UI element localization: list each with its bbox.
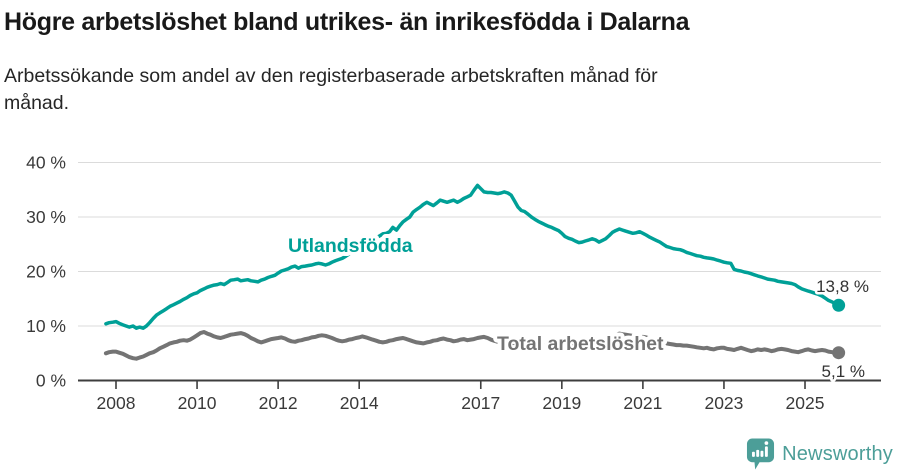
y-tick-label: 20 %: [26, 262, 66, 282]
x-tick-label: 2025: [786, 393, 825, 413]
newsworthy-logo-icon: [747, 438, 775, 470]
y-tick-label: 0 %: [36, 371, 66, 391]
y-tick-label: 30 %: [26, 207, 66, 227]
x-tick-label: 2012: [259, 393, 298, 413]
logo-bars-icon: [752, 441, 769, 457]
x-tick-label: 2014: [340, 393, 379, 413]
brand-name: Newsworthy: [782, 442, 893, 465]
x-tick-label: 2008: [97, 393, 136, 413]
series-label-total-arbetsl-shet: Total arbetslöshet: [497, 333, 664, 355]
page-title: Högre arbetslöshet bland utrikes- än inr…: [4, 8, 690, 36]
x-tick-label: 2010: [178, 393, 217, 413]
newsworthy-logo: Newsworthy: [746, 438, 893, 470]
chart-subtitle: Arbetssökande som andel av den registerb…: [4, 65, 658, 114]
series-line-total-arbetsl-shet: [103, 330, 841, 361]
series-line-utlandsf-dda: [104, 183, 841, 330]
y-tick-label: 10 %: [26, 316, 66, 336]
series-label-utlandsf-dda: Utlandsfödda: [288, 235, 413, 257]
y-tick-label: 40 %: [26, 153, 66, 173]
x-tick-label: 2023: [704, 393, 743, 413]
end-dot-utlandsf-dda: [832, 298, 846, 312]
end-value-label-utlandsf-dda: 13,8 %: [816, 277, 869, 296]
x-tick-label: 2021: [623, 393, 662, 413]
end-value-label-total-arbetsl-shet: 5,1 %: [822, 362, 865, 381]
x-tick-label: 2017: [461, 393, 500, 413]
x-tick-label: 2019: [542, 393, 581, 413]
end-dot-total-arbetsl-shet: [832, 346, 846, 360]
